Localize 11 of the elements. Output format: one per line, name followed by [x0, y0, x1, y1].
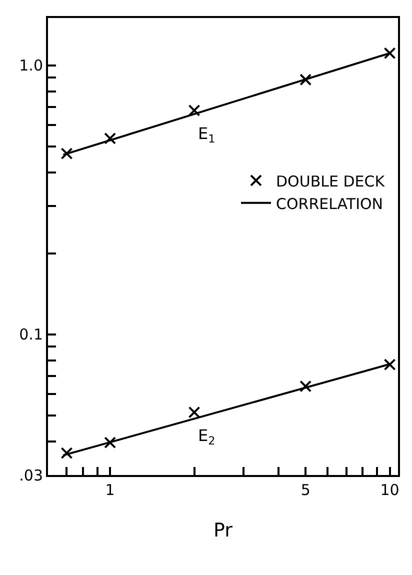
legend-label: CORRELATION: [276, 194, 384, 213]
x-tick-label: 10: [380, 481, 400, 499]
y-tick-label: 1.0: [19, 56, 43, 75]
y-tick-label: 0.1: [19, 326, 43, 344]
y-tick-label: .03: [19, 466, 43, 484]
x-tick-label: 5: [300, 481, 310, 499]
legend-label: DOUBLE DECK: [276, 172, 386, 190]
annotation: E$_{1}$: [198, 124, 216, 146]
annotation: E$_{2}$: [198, 426, 216, 448]
x-axis-title: Pr: [214, 519, 233, 542]
x-tick-label: 1: [105, 481, 115, 499]
